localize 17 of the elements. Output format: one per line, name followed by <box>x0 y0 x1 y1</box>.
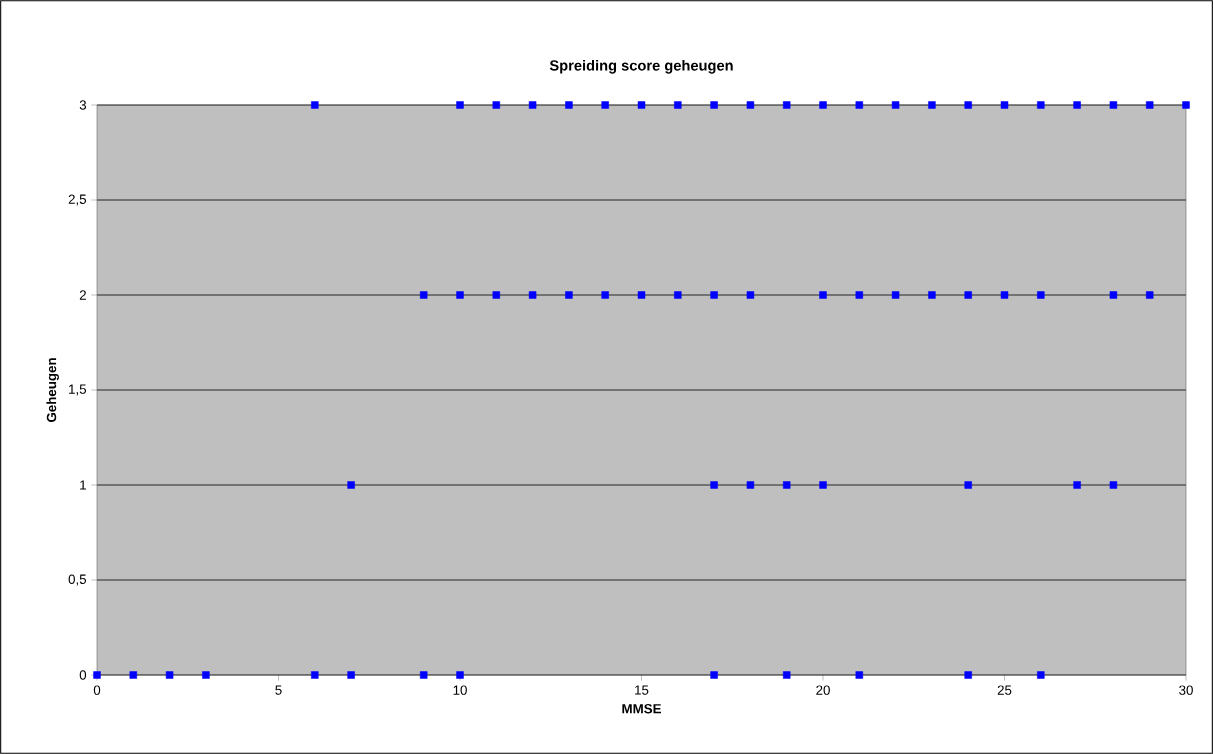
x-tick-label: 20 <box>816 685 830 695</box>
y-tick-label: 1,5 <box>69 384 87 396</box>
chart-title: Spreiding score geheugen <box>549 59 733 74</box>
y-tick-label: 2,5 <box>68 194 87 206</box>
y-tick-label: 1 <box>80 480 86 490</box>
x-axis-title: MMSE <box>622 704 661 714</box>
y-tick-label: 0 <box>79 670 87 680</box>
y-tick-label: 2 <box>79 290 86 300</box>
x-tick-label: 5 <box>275 685 282 695</box>
y-tick-label: 0,5 <box>68 574 87 586</box>
x-tick-label: 10 <box>453 685 467 695</box>
x-tick-label: 30 <box>1179 685 1193 695</box>
y-tick-label: 3 <box>79 100 87 110</box>
x-tick-label: 15 <box>635 685 649 695</box>
x-tick-label: 25 <box>997 685 1012 695</box>
y-axis-title: Geheugen <box>46 358 59 423</box>
x-tick-label: 0 <box>93 685 101 695</box>
